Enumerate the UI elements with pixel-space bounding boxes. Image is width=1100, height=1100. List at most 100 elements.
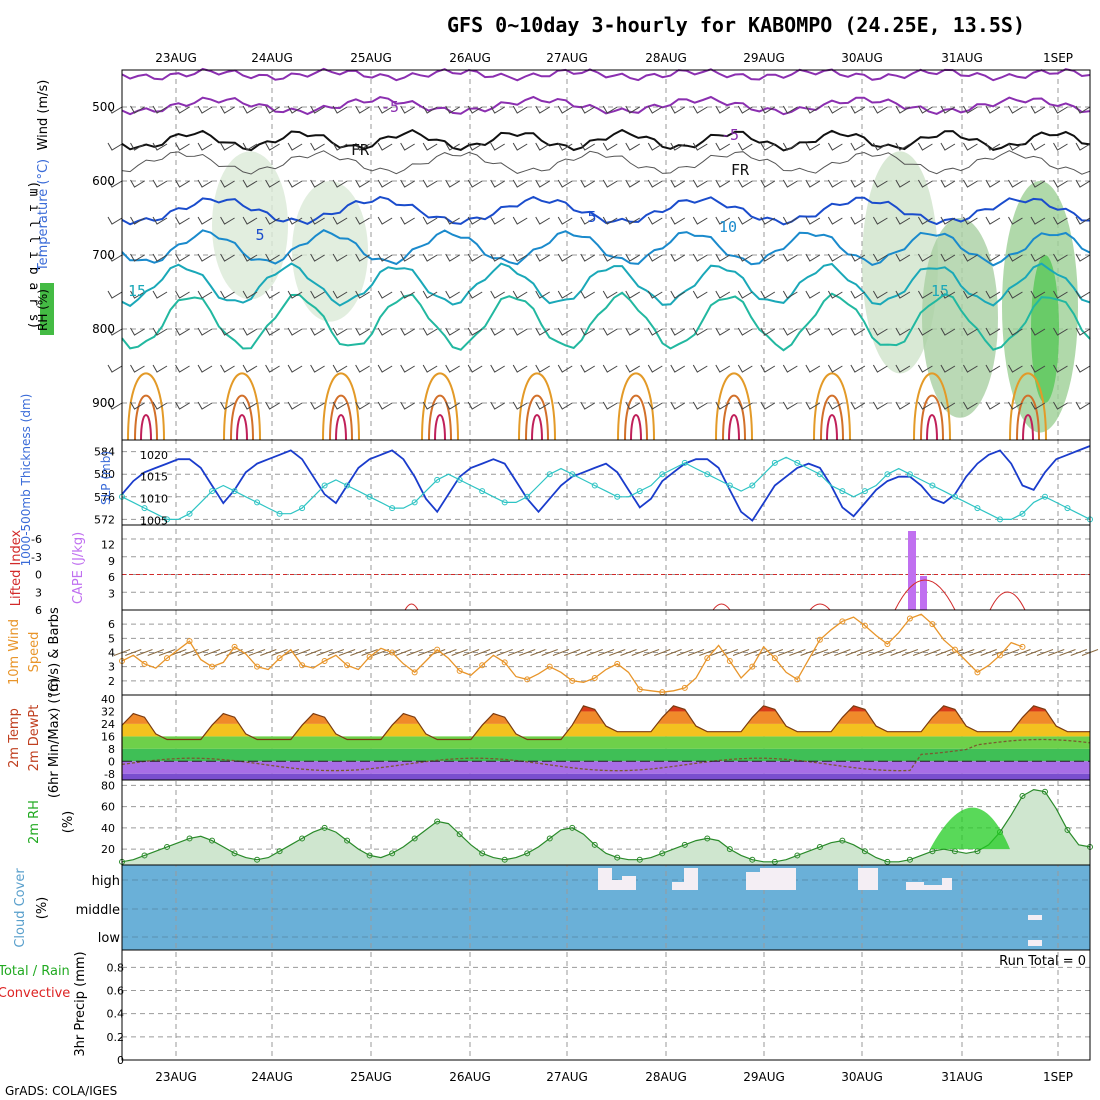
rh-line-point <box>456 831 463 838</box>
temp2m-label-c: (6hr Min/Max) (°C) <box>47 678 62 798</box>
upper-wind-barb <box>1075 105 1091 114</box>
upper-wind-barb <box>827 216 843 225</box>
upper-wind-barb <box>850 401 866 410</box>
slp-tick: 1010 <box>140 493 168 506</box>
date-label-top: 25AUG <box>350 51 392 65</box>
temperature-contour <box>121 195 1091 226</box>
upper-wind-barb <box>152 327 168 336</box>
upper-wind-barb <box>647 216 663 225</box>
upper-wind-barb <box>625 142 641 151</box>
upper-wind-barb <box>692 364 708 373</box>
upper-wind-barb <box>715 401 731 410</box>
wind-speed-line-point <box>749 663 756 670</box>
wind-speed-line-point <box>861 622 868 629</box>
warm-contour <box>230 394 254 441</box>
upper-wind-barb <box>512 142 528 151</box>
upper-wind-barb <box>963 105 978 114</box>
upper-wind-barb <box>490 401 505 410</box>
upper-wind-barb <box>310 105 325 114</box>
panel-frame-cape <box>121 524 1091 611</box>
upper-wind-barb <box>602 216 618 225</box>
cloud-level-label: middle <box>76 903 120 918</box>
upper-wind-barb <box>805 327 821 336</box>
upper-wind-barb <box>422 142 438 151</box>
upper-wind-barb <box>467 105 483 114</box>
upper-wind-barb <box>355 253 370 262</box>
upper-wind-barb <box>580 401 596 410</box>
date-label-bottom: 24AUG <box>251 1070 293 1084</box>
wind-barb <box>822 649 840 656</box>
upper-wind-barb <box>265 253 280 262</box>
warm-contour <box>913 372 951 441</box>
temp-band <box>122 761 1090 774</box>
thickness-line-point <box>1041 493 1048 500</box>
upper-wind-barb <box>985 216 1001 225</box>
upper-wind-barb <box>310 142 325 151</box>
upper-wind-barb <box>332 142 348 151</box>
upper-wind-barb <box>355 179 370 188</box>
upper-wind-barb <box>490 105 505 114</box>
wind-barb <box>350 649 367 656</box>
upper-wind-barb <box>512 216 528 225</box>
upper-wind-barb <box>647 105 663 114</box>
upper-wind-barb <box>445 216 460 225</box>
upper-wind-barb <box>422 253 438 262</box>
upper-wind-barb <box>782 142 798 151</box>
upper-wind-barb <box>692 290 708 299</box>
thickness-line-point <box>231 488 238 495</box>
warm-contour <box>140 414 152 441</box>
wind-barb <box>597 649 615 656</box>
upper-wind-barb <box>107 179 123 188</box>
upper-wind-barb <box>625 216 641 225</box>
upper-wind-barb <box>1075 401 1091 410</box>
wind-tick: 3 <box>108 661 115 674</box>
upper-wind-barb <box>827 401 843 410</box>
temp-tick: 40 <box>101 693 115 706</box>
panel-frame-pr <box>121 949 1091 1061</box>
temp-tick: -8 <box>104 768 115 781</box>
upper-wind-barb <box>692 327 708 336</box>
upper-wind-barb <box>872 105 888 114</box>
rh-line-point <box>276 848 283 855</box>
li-axis-label: Lifted Index <box>9 529 24 606</box>
upper-wind-barb <box>805 105 821 114</box>
upper-wind-barb <box>692 179 708 188</box>
upper-wind-barb <box>872 327 888 336</box>
wind-tick: 2 <box>108 675 115 688</box>
rh-line-point <box>501 856 508 863</box>
upper-wind-barb <box>1075 142 1091 151</box>
thickness-tick: 576 <box>94 491 115 504</box>
wind-speed-line-point <box>636 686 643 693</box>
upper-wind-barb <box>963 142 978 151</box>
precip-label-b: Convective <box>0 986 70 1001</box>
upper-wind-barb <box>512 253 528 262</box>
upper-wind-barb <box>625 105 641 114</box>
thickness-line <box>121 456 1091 520</box>
rh-line-point <box>209 837 216 844</box>
upper-wind-barb <box>1053 179 1068 188</box>
thickness-line-point <box>636 488 643 495</box>
wind-barb <box>237 649 254 656</box>
upper-wind-barb <box>175 216 190 225</box>
upper-wind-barb <box>152 401 168 410</box>
upper-wind-barb <box>715 105 731 114</box>
date-label-bottom: 29AUG <box>743 1070 785 1084</box>
upper-wind-barb <box>850 364 866 373</box>
date-label-top: 29AUG <box>743 51 785 65</box>
wind-speed-line-point <box>389 649 396 656</box>
wind-speed-line-point <box>906 615 913 622</box>
upper-wind-barb <box>715 253 731 262</box>
wind-speed-line-point <box>614 660 621 667</box>
li-curve <box>404 603 419 611</box>
wind-speed-line-point <box>254 663 261 670</box>
warm-contour <box>421 372 459 441</box>
upper-wind-barb <box>130 105 145 114</box>
upper-wind-barb <box>265 290 280 299</box>
wind-speed-line-point <box>951 646 958 653</box>
upper-wind-barb <box>1075 179 1091 188</box>
upper-wind-barb <box>1053 290 1068 299</box>
upper-wind-barb <box>512 290 528 299</box>
cloud-clear-patch <box>774 868 796 890</box>
upper-wind-barb <box>175 401 190 410</box>
upper-wind-barb <box>1008 401 1023 410</box>
